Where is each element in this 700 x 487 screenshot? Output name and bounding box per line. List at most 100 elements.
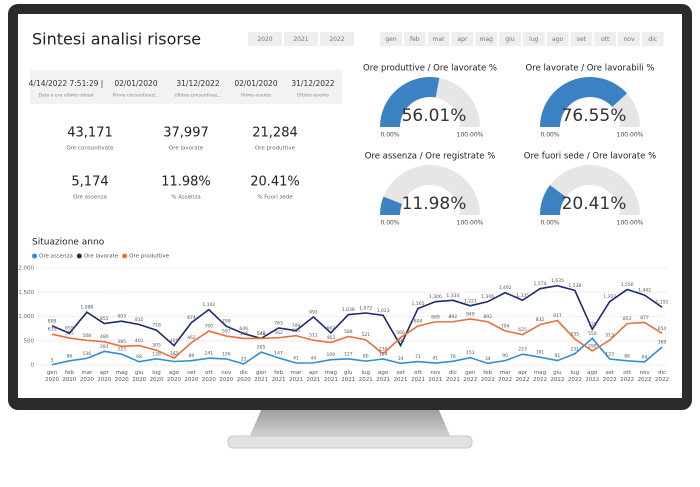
data-label: 892 (483, 314, 492, 320)
data-label: 562 (274, 330, 283, 336)
year-button-label[interactable]: 2022 (329, 36, 344, 43)
data-label: 86 (67, 353, 73, 359)
month-button-label[interactable]: dic (648, 36, 657, 43)
data-label: 230 (379, 346, 388, 352)
x-tick-label: set 2020 (184, 370, 199, 383)
x-tick-label: gen 2020 (45, 370, 59, 383)
month-button-label[interactable]: mag (480, 36, 494, 43)
data-label: 903 (117, 314, 126, 320)
gauge-title: Ore lavorate / Ore lavorabili % (526, 64, 655, 74)
gauge-fill (380, 196, 403, 215)
data-label: 41 (433, 356, 439, 362)
data-label: 22 (241, 356, 247, 362)
month-button-label[interactable]: nov (623, 36, 634, 43)
y-tick-label: 1,500 (18, 290, 34, 296)
data-label: 1,334 (446, 293, 459, 299)
data-label: 992 (309, 309, 318, 315)
data-label: 597 (222, 329, 231, 335)
data-label: 874 (187, 315, 196, 321)
year-button-label[interactable]: 2021 (293, 36, 308, 43)
gauge-min: 0.00% (380, 132, 399, 139)
data-label: 71 (415, 354, 421, 360)
data-label: 513 (605, 333, 614, 339)
month-button-label[interactable]: lug (529, 36, 538, 43)
month-button-label[interactable]: ott (601, 36, 610, 43)
gauge-fill (540, 185, 566, 215)
data-label: 123 (605, 352, 614, 358)
month-button-label[interactable]: feb (410, 36, 420, 43)
data-label: 151 (466, 350, 475, 356)
month-button[interactable] (427, 32, 450, 46)
gauge-track (540, 165, 640, 215)
month-button-label[interactable]: mar (433, 36, 446, 43)
data-label: 1,023 (377, 308, 390, 314)
month-button-label[interactable]: apr (457, 36, 467, 43)
month-button-label[interactable]: ago (552, 36, 563, 43)
month-button[interactable] (546, 32, 569, 46)
month-button-label[interactable]: set (577, 36, 587, 43)
month-button[interactable] (380, 32, 402, 46)
data-label: 662 (327, 325, 336, 331)
month-button[interactable] (475, 32, 498, 46)
gauge-title: Ore fuori sede / Ore lavorate % (524, 152, 656, 162)
x-tick-label: feb 2022 (480, 370, 495, 383)
month-button[interactable] (522, 32, 545, 46)
legend-marker (76, 253, 82, 259)
x-tick-label: feb 2021 (271, 370, 286, 383)
series-line (51, 337, 663, 366)
gauge-value: 11.98% (402, 194, 467, 214)
data-label: 548 (239, 331, 248, 337)
gauge-value: 76.55% (562, 106, 627, 126)
data-label: 917 (553, 313, 562, 319)
month-button[interactable] (594, 32, 617, 46)
year-button[interactable] (284, 32, 318, 46)
month-button[interactable] (451, 32, 474, 46)
month-button[interactable] (641, 32, 664, 46)
data-label: 127 (344, 351, 353, 357)
data-label: 832 (536, 317, 545, 323)
data-label: 1,492 (499, 285, 512, 291)
data-label: 1,335 (516, 293, 529, 299)
month-button[interactable] (570, 32, 593, 46)
data-label: 281 (100, 344, 109, 350)
data-label: 68 (136, 354, 142, 360)
year-button-label[interactable]: 2020 (257, 36, 272, 43)
kpi-label: Ore lavorate (169, 146, 204, 152)
data-label: 1,574 (534, 281, 547, 287)
x-tick-label: ott 2022 (620, 370, 635, 383)
data-label: 401 (396, 338, 405, 344)
month-button-label[interactable]: gen (385, 36, 397, 43)
data-label: 401 (170, 338, 179, 344)
legend-label: Ore produttive (129, 254, 170, 260)
kpi-value: 11.98% (161, 175, 211, 190)
gauge-min: 0.00% (540, 220, 559, 227)
stand-base (227, 435, 473, 449)
y-tick-label: 500 (24, 338, 35, 344)
data-label: 161 (536, 350, 545, 356)
data-label: 44 (311, 355, 317, 361)
year-button[interactable] (248, 32, 282, 46)
month-button[interactable] (499, 32, 521, 46)
data-label: 76 (450, 354, 456, 360)
kpi-label: Ore consuntivate (66, 146, 114, 152)
data-label: 34 (398, 356, 404, 362)
year-button[interactable] (320, 32, 354, 46)
x-tick-label: nov 2021 (428, 370, 443, 383)
y-tick-label: 2,000 (18, 266, 34, 272)
data-label: 646 (239, 326, 248, 332)
month-button-label[interactable]: giu (505, 36, 514, 43)
x-tick-label: mar 2022 (498, 370, 513, 383)
x-tick-label: ott 2021 (411, 370, 425, 383)
month-button[interactable] (403, 32, 426, 46)
x-tick-label: mar 2021 (289, 370, 303, 383)
stand (248, 408, 452, 440)
data-label: 625 (518, 327, 527, 333)
data-label: 1,165 (412, 301, 425, 307)
data-label: 718 (152, 323, 161, 329)
date-value: 02/01/2020 (234, 79, 277, 88)
month-button[interactable] (618, 32, 640, 46)
data-label: 480 (100, 334, 109, 340)
x-tick-label: gen 2021 (254, 370, 269, 383)
series-line (51, 284, 663, 348)
